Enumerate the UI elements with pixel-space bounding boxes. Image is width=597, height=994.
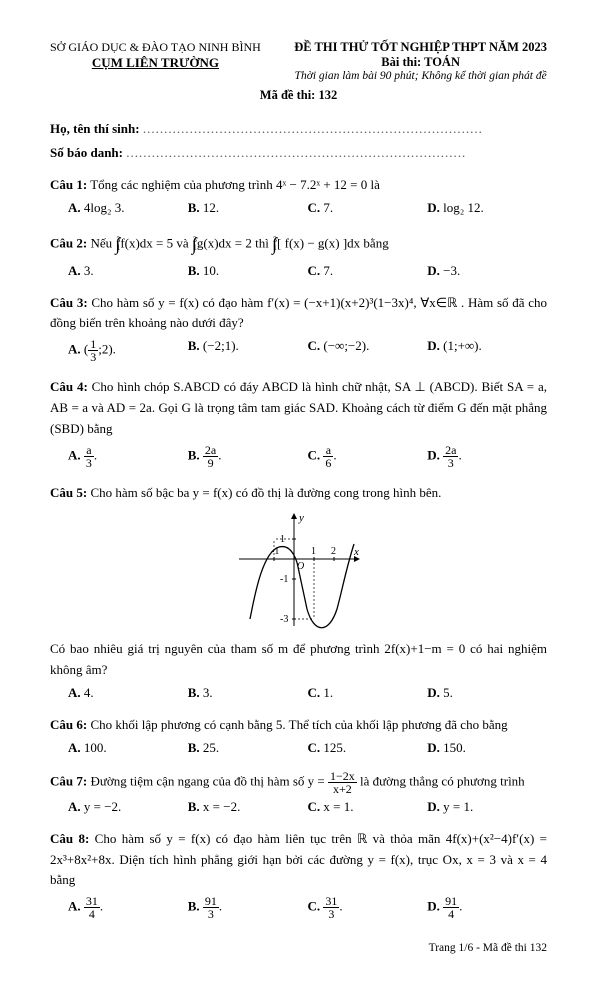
svg-text:2: 2 <box>331 546 336 557</box>
name-row: Họ, tên thí sinh: ......................… <box>50 121 547 137</box>
q3-B: B. (−2;1). <box>188 338 308 363</box>
q2-label: Câu 2: <box>50 235 87 250</box>
q4-D: D. 2a3. <box>427 444 547 469</box>
q6-label: Câu 6: <box>50 717 87 732</box>
q1-D: D. log₂ 12. <box>427 200 547 216</box>
q8-text: Cho hàm số y = f(x) có đạo hàm liên tục … <box>50 831 547 888</box>
q5-graph: xyO-1121-1-3 <box>50 509 547 633</box>
q8-label: Câu 8: <box>50 831 89 846</box>
question-3: Câu 3: Cho hàm số y = f(x) có đạo hàm f′… <box>50 293 547 335</box>
duration: Thời gian làm bài 90 phút; Không kể thời… <box>294 70 547 82</box>
q2-options: A. 3. B. 10. C. 7. D. −3. <box>50 263 547 279</box>
q7-C: C. x = 1. <box>308 799 428 815</box>
q6-D: D. 150. <box>427 740 547 756</box>
q1-label: Câu 1: <box>50 177 87 192</box>
page-header: SỞ GIÁO DỤC & ĐÀO TẠO NINH BÌNH CỤM LIÊN… <box>50 40 547 82</box>
name-dots: ........................................… <box>143 121 483 136</box>
question-7: Câu 7: Đường tiệm cận ngang của đồ thị h… <box>50 770 547 795</box>
q7-label: Câu 7: <box>50 773 87 788</box>
svg-text:y: y <box>298 512 304 524</box>
q8-C: C. 313. <box>308 895 428 920</box>
q2-D: D. −3. <box>427 263 547 279</box>
q5-text: Cho hàm số bậc ba y = f(x) có đồ thị là … <box>87 485 441 500</box>
q5-A: A. 4. <box>68 685 188 701</box>
q8-D: D. 914. <box>427 895 547 920</box>
q6-A: A. 100. <box>68 740 188 756</box>
q4-A: A. a3. <box>68 444 188 469</box>
question-2: Câu 2: Nếu ∫31f(x)dx = 5 và ∫31g(x)dx = … <box>50 230 547 259</box>
q8-options: A. 314. B. 913. C. 313. D. 914. <box>50 895 547 920</box>
question-6: Câu 6: Cho khối lập phương có cạnh bằng … <box>50 715 547 736</box>
q3-A: A. (13;2). <box>68 338 188 363</box>
q7-options: A. y = −2. B. x = −2. C. x = 1. D. y = 1… <box>50 799 547 815</box>
q7-B: B. x = −2. <box>188 799 308 815</box>
q5-C: C. 1. <box>308 685 428 701</box>
q2-B: B. 10. <box>188 263 308 279</box>
svg-text:1: 1 <box>280 534 285 545</box>
svg-text:1: 1 <box>311 546 316 557</box>
q1-C: C. 7. <box>308 200 428 216</box>
q6-text: Cho khối lập phương có cạnh bằng 5. Thể … <box>87 717 507 732</box>
q6-B: B. 25. <box>188 740 308 756</box>
q5-label: Câu 5: <box>50 485 87 500</box>
q1-text: Tổng các nghiệm của phương trình 4ˣ − 7.… <box>87 177 380 192</box>
id-row: Số báo danh: ...........................… <box>50 145 547 161</box>
exam-title: ĐỀ THI THỬ TỐT NGHIỆP THPT NĂM 2023 <box>294 40 547 55</box>
q3-text: Cho hàm số y = f(x) có đạo hàm f′(x) = (… <box>50 295 547 331</box>
q3-C: C. (−∞;−2). <box>308 338 428 363</box>
svg-text:-1: -1 <box>280 574 288 585</box>
q2-C: C. 7. <box>308 263 428 279</box>
q5-B: B. 3. <box>188 685 308 701</box>
q1-options: A. 4log₂ 3. B. 12. C. 7. D. log₂ 12. <box>50 200 547 216</box>
q4-options: A. a3. B. 2a9. C. a6. D. 2a3. <box>50 444 547 469</box>
q4-C: C. a6. <box>308 444 428 469</box>
id-label: Số báo danh: <box>50 145 123 160</box>
name-label: Họ, tên thí sinh: <box>50 121 140 136</box>
question-4: Câu 4: Cho hình chóp S.ABCD có đáy ABCD … <box>50 377 547 439</box>
svg-text:-3: -3 <box>280 614 288 625</box>
q6-C: C. 125. <box>308 740 428 756</box>
header-right: ĐỀ THI THỬ TỐT NGHIỆP THPT NĂM 2023 Bài … <box>294 40 547 82</box>
q4-B: B. 2a9. <box>188 444 308 469</box>
q5-text2: Có bao nhiêu giá trị nguyên của tham số … <box>50 639 547 681</box>
q4-label: Câu 4: <box>50 379 88 394</box>
q1-A: A. 4log₂ 3. <box>68 200 188 216</box>
q3-label: Câu 3: <box>50 295 88 310</box>
question-8: Câu 8: Cho hàm số y = f(x) có đạo hàm li… <box>50 829 547 891</box>
q2-A: A. 3. <box>68 263 188 279</box>
q3-D: D. (1;+∞). <box>427 338 547 363</box>
q5-options: A. 4. B. 3. C. 1. D. 5. <box>50 685 547 701</box>
id-dots: ........................................… <box>126 145 466 160</box>
cluster-name: CỤM LIÊN TRƯỜNG <box>50 55 261 71</box>
cubic-graph-icon: xyO-1121-1-3 <box>234 509 364 629</box>
q8-A: A. 314. <box>68 895 188 920</box>
org-name: SỞ GIÁO DỤC & ĐÀO TẠO NINH BÌNH <box>50 40 261 55</box>
q8-B: B. 913. <box>188 895 308 920</box>
q7-D: D. y = 1. <box>427 799 547 815</box>
page-footer: Trang 1/6 - Mã đề thi 132 <box>50 942 547 954</box>
svg-text:x: x <box>353 546 359 558</box>
q7-A: A. y = −2. <box>68 799 188 815</box>
header-left: SỞ GIÁO DỤC & ĐÀO TẠO NINH BÌNH CỤM LIÊN… <box>50 40 261 82</box>
question-1: Câu 1: Tổng các nghiệm của phương trình … <box>50 175 547 196</box>
subject: Bài thi: TOÁN <box>294 55 547 70</box>
question-5: Câu 5: Cho hàm số bậc ba y = f(x) có đồ … <box>50 483 547 504</box>
q1-B: B. 12. <box>188 200 308 216</box>
q3-options: A. (13;2). B. (−2;1). C. (−∞;−2). D. (1;… <box>50 338 547 363</box>
q6-options: A. 100. B. 25. C. 125. D. 150. <box>50 740 547 756</box>
q5-D: D. 5. <box>427 685 547 701</box>
exam-code: Mã đề thi: 132 <box>50 88 547 103</box>
q4-text: Cho hình chóp S.ABCD có đáy ABCD là hình… <box>50 379 547 436</box>
